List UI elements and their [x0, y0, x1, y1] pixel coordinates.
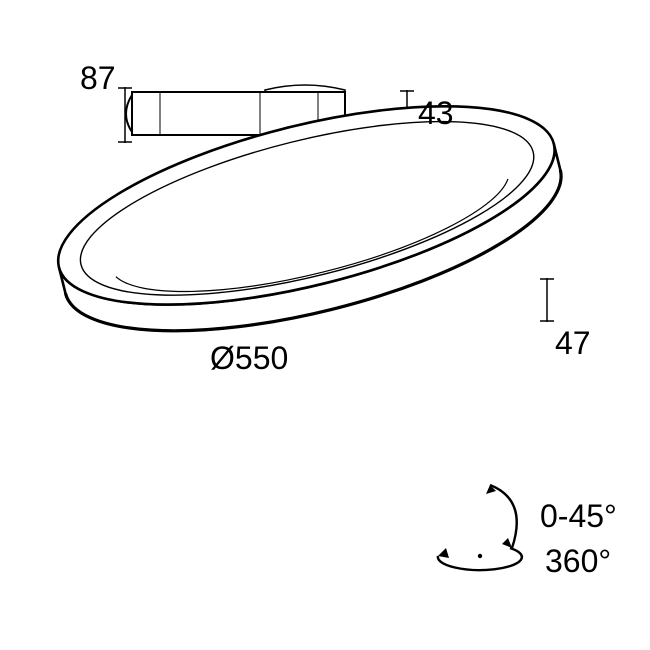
dim-label-87: 87 [80, 60, 116, 97]
rotation-label-tilt: 0-45° [540, 498, 617, 535]
dim-rim [540, 278, 554, 322]
rotation-icon [438, 485, 522, 570]
rotation-label-swivel: 360° [545, 543, 611, 580]
technical-drawing: 87 43 Ø550 47 0-45° 360° [0, 0, 650, 650]
dim-label-diameter: Ø550 [210, 340, 288, 377]
dim-label-47: 47 [555, 325, 591, 362]
dim-label-43: 43 [418, 95, 454, 132]
